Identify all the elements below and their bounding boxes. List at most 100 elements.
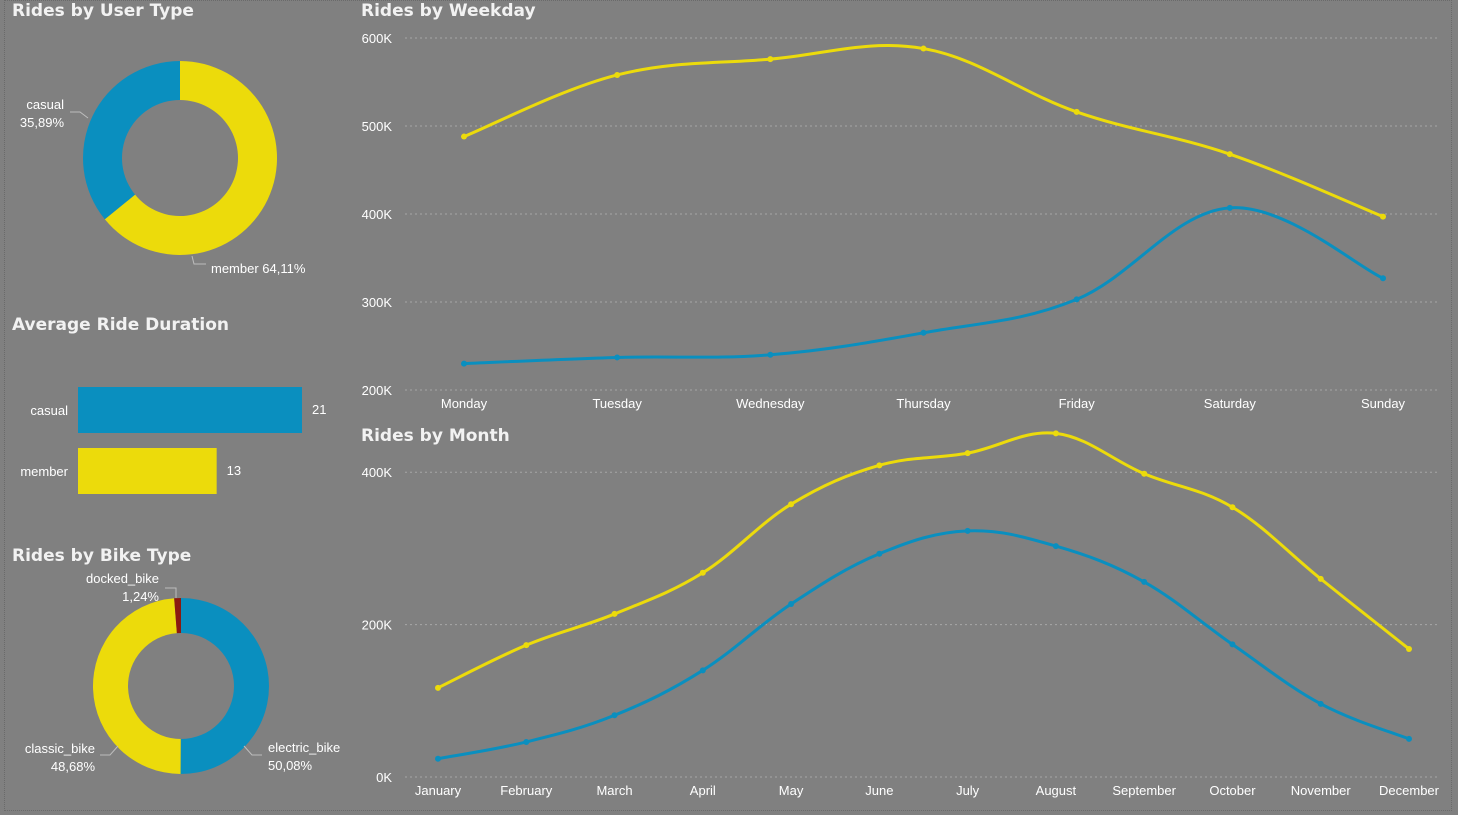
y-tick-label: 300K	[362, 295, 393, 310]
label-classic-name: classic_bike	[25, 741, 95, 756]
leader-classic	[100, 745, 119, 756]
point-member	[1317, 575, 1324, 582]
x-tick-label: January	[415, 783, 462, 798]
y-tick-label: 400K	[362, 465, 393, 480]
label-casual-value: 35,89%	[20, 115, 65, 130]
point-casual	[964, 527, 971, 534]
weekday-line-chart: 200K 300K 400K 500K 600K Monday Tuesday Wednesd…	[362, 31, 1440, 411]
y-tick-label: 200K	[362, 618, 393, 633]
point-casual	[1073, 296, 1080, 303]
slice-casual	[82, 60, 180, 220]
point-member	[1229, 504, 1236, 511]
label-docked-name: docked_bike	[86, 571, 159, 586]
y-tick-label: 0K	[376, 770, 392, 785]
dashboard-frame	[4, 0, 1452, 811]
x-tick-label: Monday	[441, 396, 488, 411]
x-tick-label: March	[596, 783, 632, 798]
point-casual	[1229, 641, 1236, 648]
point-casual	[1317, 700, 1324, 707]
point-member	[611, 610, 618, 617]
month-title: Rides by Month	[361, 426, 510, 446]
point-member	[767, 56, 774, 63]
point-casual	[1380, 275, 1386, 282]
point-casual	[1052, 543, 1059, 550]
point-member	[614, 71, 621, 78]
leader-electric	[243, 745, 262, 756]
x-tick-label: Thursday	[896, 396, 951, 411]
label-classic-value: 48,68%	[51, 759, 96, 774]
point-member	[1380, 213, 1386, 220]
bar-casual	[78, 387, 302, 433]
label-casual-name: casual	[26, 97, 64, 112]
point-member	[435, 684, 441, 691]
label-docked-value: 1,24%	[122, 589, 159, 604]
bike-type-donut: docked_bike 1,24% electric_bike 50,08% class…	[25, 571, 340, 774]
point-casual	[523, 738, 530, 745]
point-casual	[611, 712, 618, 719]
x-tick-label: Wednesday	[736, 396, 805, 411]
x-tick-label: May	[779, 783, 804, 798]
label-electric-name: electric_bike	[268, 740, 340, 755]
x-tick-label: Saturday	[1204, 396, 1257, 411]
point-casual	[1141, 578, 1148, 585]
y-tick-label: 500K	[362, 119, 393, 134]
month-line-chart: 0K 200K 400K January February March April May Ju…	[362, 430, 1440, 798]
x-tick-label: Sunday	[1361, 396, 1406, 411]
point-member	[876, 462, 883, 469]
leader-member	[191, 255, 206, 265]
point-casual	[767, 351, 774, 358]
point-casual	[435, 755, 441, 762]
label-electric-value: 50,08%	[268, 758, 313, 773]
x-tick-label: September	[1112, 783, 1176, 798]
point-casual	[876, 550, 883, 557]
y-tick-label: 400K	[362, 207, 393, 222]
point-casual	[788, 601, 795, 608]
point-member	[964, 450, 971, 457]
point-member	[461, 133, 467, 140]
point-member	[788, 501, 795, 508]
label-member: member 64,11%	[211, 261, 306, 276]
point-member	[1226, 151, 1233, 158]
x-tick-label: December	[1379, 783, 1440, 798]
series-line-casual	[437, 529, 1410, 761]
point-casual	[461, 360, 467, 367]
x-tick-label: April	[690, 783, 716, 798]
series-line-member	[463, 44, 1384, 219]
avg-duration-bar-chart: casual 21 member 13	[20, 387, 326, 494]
x-tick-label: November	[1291, 783, 1352, 798]
point-casual	[920, 329, 927, 336]
bike-type-title: Rides by Bike Type	[12, 546, 192, 566]
point-member	[1141, 470, 1148, 477]
y-tick-label: 200K	[362, 383, 393, 398]
point-member	[1052, 430, 1059, 437]
point-casual	[1406, 735, 1412, 742]
bar-label-member: member	[20, 464, 68, 479]
point-member	[699, 569, 706, 576]
user-type-donut: casual 35,89% member 64,11%	[20, 60, 306, 276]
series-line-casual	[463, 206, 1384, 366]
series-line-member	[437, 431, 1410, 690]
bar-value-member: 13	[227, 463, 241, 478]
slice-member	[104, 61, 278, 255]
point-member	[1073, 108, 1080, 115]
x-tick-label: July	[956, 783, 980, 798]
leader-casual	[70, 111, 89, 119]
avg-duration-title: Average Ride Duration	[12, 315, 229, 335]
leader-docked	[165, 587, 177, 598]
bar-value-casual: 21	[312, 402, 326, 417]
slice-electric-bike	[180, 598, 270, 774]
point-member	[920, 45, 927, 52]
point-casual	[1226, 204, 1233, 211]
slice-classic-bike	[92, 598, 181, 774]
point-member	[1406, 645, 1412, 652]
weekday-title: Rides by Weekday	[361, 1, 536, 21]
user-type-title: Rides by User Type	[12, 1, 194, 21]
bar-member	[78, 448, 217, 494]
point-member	[523, 642, 530, 649]
point-casual	[614, 354, 621, 361]
point-casual	[699, 667, 706, 674]
x-tick-label: June	[865, 783, 893, 798]
x-tick-label: Tuesday	[592, 396, 642, 411]
x-tick-label: August	[1036, 783, 1077, 798]
bar-label-casual: casual	[30, 403, 68, 418]
